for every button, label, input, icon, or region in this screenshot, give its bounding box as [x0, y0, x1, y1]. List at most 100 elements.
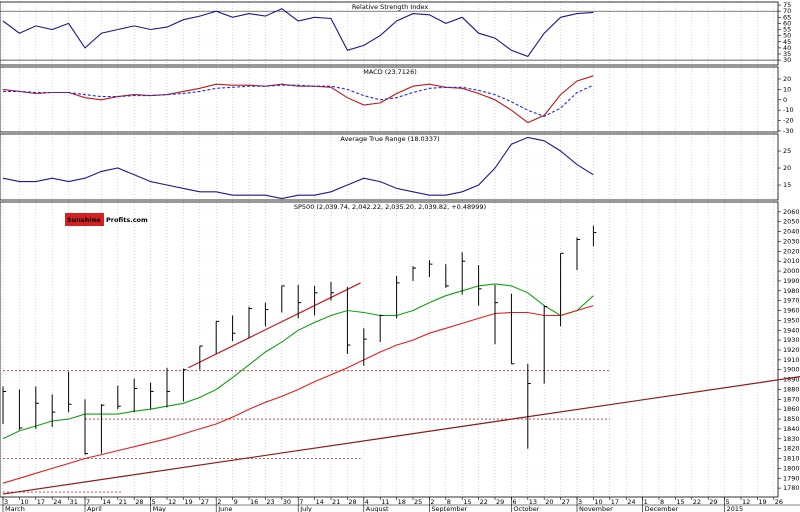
y-tick-label: 1920	[783, 346, 800, 354]
y-tick-label: 20	[783, 75, 791, 83]
panel-frame	[0, 1, 779, 66]
y-tick-label: 20	[783, 164, 791, 172]
y-tick-label: 1970	[783, 297, 800, 305]
x-tick-label: 28	[135, 498, 143, 506]
month-label: March	[5, 505, 25, 512]
trend-line	[188, 282, 361, 369]
month-label: September	[431, 505, 467, 512]
x-tick-label: 12	[742, 498, 750, 506]
x-tick-label: 2	[430, 498, 434, 506]
x-tick-label: 7	[299, 498, 303, 506]
y-tick-label: 1950	[783, 316, 800, 324]
x-tick-label: 24	[627, 498, 635, 506]
x-tick-label: 3	[4, 498, 8, 506]
y-tick-label: 2000	[783, 267, 800, 275]
y-tick-label: 25	[783, 147, 791, 155]
x-tick-label: 15	[676, 498, 684, 506]
y-tick-label: 1850	[783, 415, 800, 423]
y-tick-label: 1830	[783, 435, 800, 443]
x-tick-label: 20	[545, 498, 553, 506]
x-tick-label: 11	[381, 498, 389, 506]
x-tick-label: 8	[660, 498, 664, 506]
logo-text: Profits.com	[106, 216, 148, 224]
y-tick-label: 10	[783, 85, 791, 93]
x-tick-label: 24	[53, 498, 61, 506]
line	[3, 84, 594, 118]
y-tick-label: 1860	[783, 405, 800, 413]
x-tick-label: 4	[365, 498, 369, 506]
x-tick-label: 5	[152, 498, 156, 506]
x-tick-label: 10	[594, 498, 602, 506]
x-tick-label: 30	[283, 498, 291, 506]
x-tick-label: 25	[414, 498, 422, 506]
x-tick-label: 7	[86, 498, 90, 506]
x-tick-label: 29	[496, 498, 504, 506]
x-tick-label: 31	[70, 498, 78, 506]
y-tick-label: 1880	[783, 385, 800, 393]
y-tick-label: 30	[783, 56, 791, 64]
y-tick-label: 70	[783, 7, 791, 15]
y-tick-label: 1900	[783, 366, 800, 374]
x-tick-label: 21	[332, 498, 340, 506]
x-tick-label: 15	[463, 498, 471, 506]
x-tick-label: 1	[644, 498, 648, 506]
x-tick-label: 27	[562, 498, 570, 506]
x-tick-label: 22	[480, 498, 488, 506]
x-tick-label: 10	[20, 498, 28, 506]
y-tick-label: -30	[783, 127, 794, 135]
x-tick-label: 13	[529, 498, 537, 506]
x-tick-label: 2	[217, 498, 221, 506]
y-tick-label: 60	[783, 19, 791, 27]
month-label: October	[513, 505, 539, 512]
x-tick-label: 8	[447, 498, 451, 506]
y-tick-label: 1910	[783, 356, 800, 364]
panel-title: SP500 (2,039.74, 2,042.22, 2,035.20, 2,0…	[294, 203, 486, 211]
month-label: November	[579, 505, 613, 512]
y-tick-label: 2010	[783, 257, 800, 265]
y-tick-label: 1780	[783, 484, 800, 492]
x-tick-label: 18	[398, 498, 406, 506]
month-label: June	[217, 505, 232, 512]
x-tick-label: 14	[102, 498, 110, 506]
panel-frame	[0, 201, 779, 498]
line	[2, 75, 594, 124]
month-label: April	[87, 505, 102, 512]
y-tick-label: 1940	[783, 326, 800, 334]
x-tick-label: 17	[37, 498, 45, 506]
x-tick-label: 3	[578, 498, 582, 506]
panel-frame	[0, 133, 779, 201]
x-tick-label: 14	[316, 498, 324, 506]
line	[2, 136, 594, 200]
y-tick-label: 2050	[783, 218, 800, 226]
y-tick-label: 1960	[783, 307, 800, 315]
x-tick-label: 26	[775, 498, 783, 506]
x-tick-label: 6	[512, 498, 516, 506]
y-tick-label: -20	[783, 117, 794, 125]
y-tick-label: 15	[783, 181, 791, 189]
y-tick-label: 45	[783, 38, 791, 46]
y-tick-label: 2030	[783, 237, 800, 245]
month-label: December	[645, 505, 679, 512]
panel-title: Average True Range (18.0337)	[340, 135, 439, 143]
y-tick-label: 1810	[783, 455, 800, 463]
panel-title: MACD (23.7126)	[363, 68, 417, 76]
month-label: July	[299, 505, 312, 512]
x-tick-label: 22	[693, 498, 701, 506]
line	[2, 8, 594, 58]
x-tick-label: 19	[758, 498, 766, 506]
panel-title: Relative Strength Index	[352, 3, 429, 11]
month-label: May	[153, 505, 167, 512]
x-tick-label: 16	[250, 498, 258, 506]
month-label: 2015	[727, 505, 744, 512]
y-tick-label: 2040	[783, 228, 800, 236]
y-tick-label: 1870	[783, 395, 800, 403]
y-tick-label: 1890	[783, 376, 800, 384]
x-tick-label: 21	[119, 498, 127, 506]
y-tick-label: 50	[783, 32, 791, 40]
y-tick-label: 1820	[783, 445, 800, 453]
x-tick-label: 5	[726, 498, 730, 506]
y-tick-label: 2020	[783, 247, 800, 255]
y-tick-label: 35	[783, 50, 791, 58]
x-tick-label: 29	[709, 498, 717, 506]
